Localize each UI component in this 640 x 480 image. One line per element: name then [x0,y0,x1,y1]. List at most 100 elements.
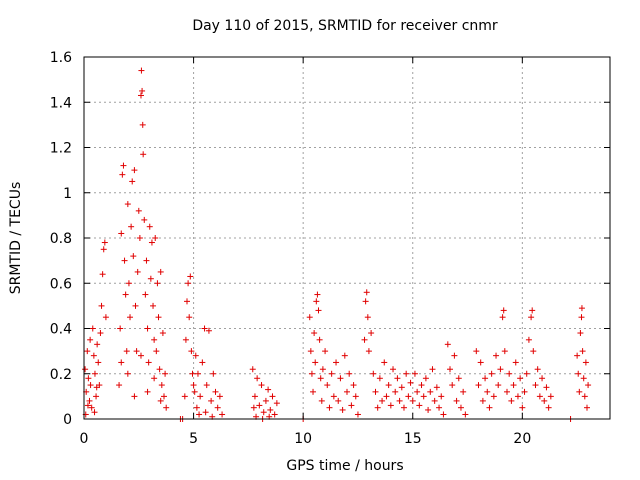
data-point [84,348,91,355]
data-point [132,302,139,309]
data-point [517,375,524,382]
data-point [137,352,144,359]
data-point [185,280,192,287]
data-point [191,388,198,395]
data-point [525,336,532,343]
data-point [578,314,585,321]
data-point [503,388,510,395]
data-point [186,314,193,321]
data-point [144,388,151,395]
data-point [457,404,464,411]
data-point [146,223,153,230]
data-point [512,359,519,366]
data-point [98,302,105,309]
data-point [151,375,158,382]
data-point [205,327,212,334]
data-point [379,397,386,404]
data-point [147,275,154,282]
y-axis-label: SRMTID / TECUs [8,182,24,295]
data-point [394,375,401,382]
data-point [348,402,355,409]
y-tick-label: 0.2 [50,367,72,383]
data-point [422,375,429,382]
data-point [271,411,278,418]
data-point [381,359,388,366]
data-point [447,366,454,373]
data-point [124,201,131,208]
data-point [400,404,407,411]
data-point [212,388,219,395]
data-point [583,404,590,411]
data-point [262,397,269,404]
data-point [196,411,203,418]
data-point [333,359,340,366]
data-point [256,402,263,409]
data-point [116,382,123,389]
data-point [501,348,508,355]
data-point [411,370,418,377]
data-point [136,235,143,241]
data-point [541,397,548,404]
data-point [311,330,318,337]
data-point [91,409,98,416]
data-point [192,352,199,359]
data-point [193,404,200,411]
data-point [122,291,129,298]
data-point [581,393,588,400]
data-point [139,121,146,128]
data-points [82,67,592,422]
data-point [151,336,158,343]
data-point [405,393,412,400]
data-point [152,235,159,241]
x-tick-label: 20 [513,431,531,447]
data-point [140,151,147,158]
data-point [317,375,324,382]
data-point [265,386,272,393]
data-point [125,280,132,287]
data-point [158,382,165,389]
data-point [181,393,188,400]
data-point [475,382,482,389]
data-point [94,341,101,348]
data-point [93,384,100,391]
data-point [341,352,348,359]
data-point [365,348,372,355]
data-point [433,384,440,391]
data-point [100,246,107,253]
data-point [427,388,434,395]
data-point [249,366,256,373]
data-point [372,388,379,395]
data-point [157,268,164,275]
x-tick-label: 15 [404,431,422,447]
data-point [473,348,480,355]
data-point [519,404,526,411]
data-point [420,393,427,400]
data-point [250,404,257,411]
data-point [310,388,317,395]
data-point [575,370,582,377]
data-point [418,382,425,389]
data-point [188,348,195,355]
data-point [201,325,208,332]
data-point [118,230,125,237]
data-point [528,314,535,321]
data-point [484,388,491,395]
data-point [451,352,458,359]
data-point [150,302,157,309]
data-point [534,366,541,373]
data-point [131,167,138,174]
data-point [129,178,136,185]
data-point [102,314,109,321]
data-point [160,393,167,400]
data-point [159,330,166,337]
data-point [523,370,530,377]
x-axis-label: GPS time / hours [286,458,403,474]
data-point [130,253,137,260]
data-point [251,393,258,400]
data-point [387,402,394,409]
data-point [131,393,138,400]
data-point [197,393,204,400]
data-point [385,382,392,389]
data-point [510,382,517,389]
data-point [145,359,152,366]
